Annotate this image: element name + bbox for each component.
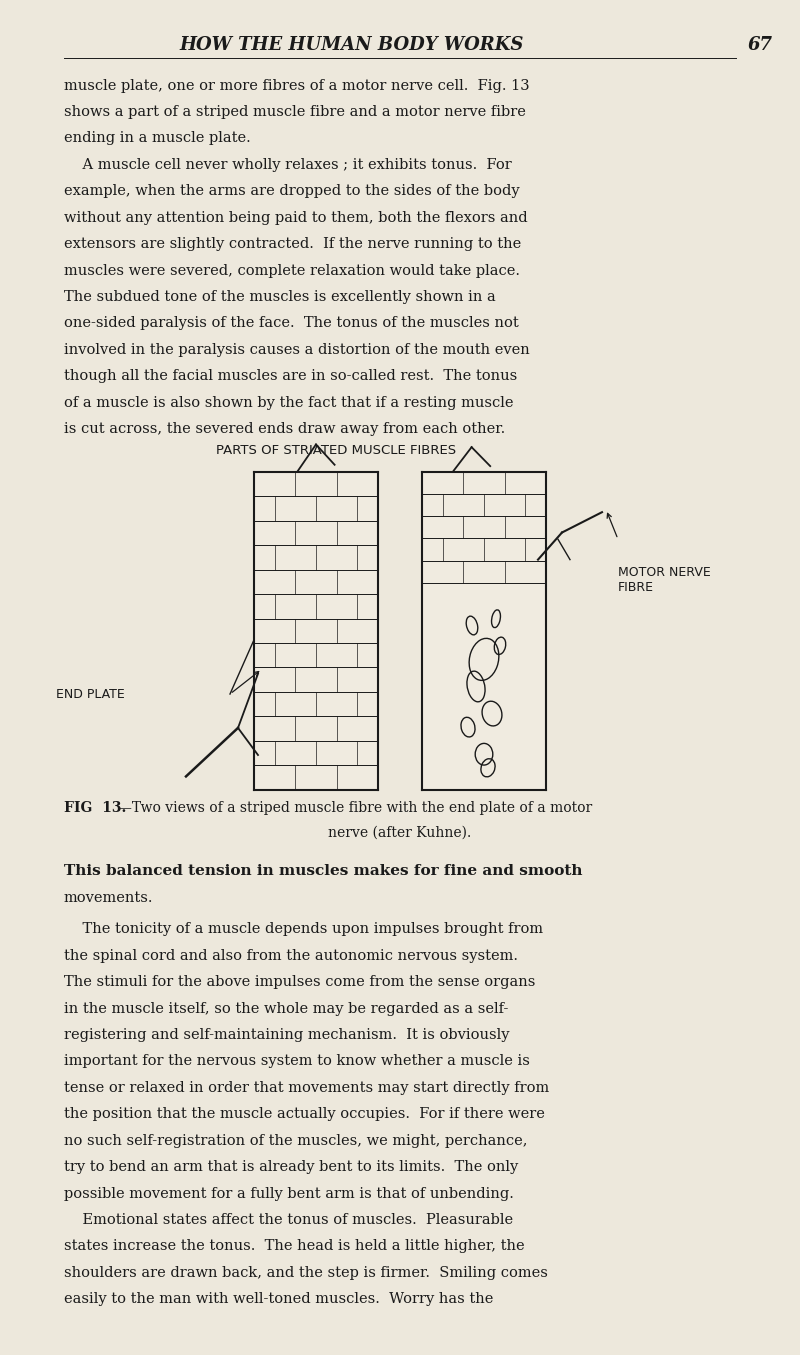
Text: FIG  13.: FIG 13. (64, 801, 126, 814)
Text: END PLATE: END PLATE (56, 687, 125, 701)
Text: extensors are slightly contracted.  If the nerve running to the: extensors are slightly contracted. If th… (64, 237, 522, 251)
Text: A muscle cell never wholly relaxes ; it exhibits tonus.  For: A muscle cell never wholly relaxes ; it … (64, 157, 512, 172)
Text: MOTOR NERVE
FIBRE: MOTOR NERVE FIBRE (618, 566, 710, 595)
Text: try to bend an arm that is already bent to its limits.  The only: try to bend an arm that is already bent … (64, 1160, 518, 1175)
Text: no such self-registration of the muscles, we might, perchance,: no such self-registration of the muscles… (64, 1134, 527, 1148)
Text: The subdued tone of the muscles is excellently shown in a: The subdued tone of the muscles is excel… (64, 290, 496, 304)
Text: easily to the man with well-toned muscles.  Worry has the: easily to the man with well-toned muscle… (64, 1293, 494, 1306)
Text: HOW THE HUMAN BODY WORKS: HOW THE HUMAN BODY WORKS (180, 35, 524, 54)
Text: This balanced tension in muscles makes for fine and smooth: This balanced tension in muscles makes f… (64, 864, 582, 878)
Text: in the muscle itself, so the whole may be regarded as a self-: in the muscle itself, so the whole may b… (64, 1001, 508, 1016)
Text: registering and self-maintaining mechanism.  It is obviously: registering and self-maintaining mechani… (64, 1028, 510, 1042)
Text: without any attention being paid to them, both the flexors and: without any attention being paid to them… (64, 210, 528, 225)
Bar (422, 472, 546, 790)
Text: movements.: movements. (64, 890, 154, 905)
Text: tense or relaxed in order that movements may start directly from: tense or relaxed in order that movements… (64, 1081, 550, 1095)
Text: the position that the muscle actually occupies.  For if there were: the position that the muscle actually oc… (64, 1107, 545, 1122)
Text: muscles were severed, complete relaxation would take place.: muscles were severed, complete relaxatio… (64, 263, 520, 278)
Text: muscle plate, one or more fibres of a motor nerve cell.  Fig. 13: muscle plate, one or more fibres of a mo… (64, 79, 530, 92)
Text: possible movement for a fully bent arm is that of unbending.: possible movement for a fully bent arm i… (64, 1187, 514, 1201)
Text: 67: 67 (747, 35, 773, 54)
Text: —Two views of a striped muscle fibre with the end plate of a motor: —Two views of a striped muscle fibre wit… (118, 801, 593, 814)
Text: the spinal cord and also from the autonomic nervous system.: the spinal cord and also from the autono… (64, 948, 518, 963)
Bar (254, 472, 378, 790)
Text: Emotional states affect the tonus of muscles.  Pleasurable: Emotional states affect the tonus of mus… (64, 1213, 513, 1228)
Text: shoulders are drawn back, and the step is firmer.  Smiling comes: shoulders are drawn back, and the step i… (64, 1266, 548, 1280)
Text: ending in a muscle plate.: ending in a muscle plate. (64, 131, 250, 145)
Text: of a muscle is also shown by the fact that if a resting muscle: of a muscle is also shown by the fact th… (64, 396, 514, 409)
Text: states increase the tonus.  The head is held a little higher, the: states increase the tonus. The head is h… (64, 1240, 525, 1253)
Text: PARTS OF STRIATED MUSCLE FIBRES: PARTS OF STRIATED MUSCLE FIBRES (216, 443, 456, 457)
Text: nerve (after Kuhne).: nerve (after Kuhne). (328, 827, 472, 840)
Text: one-sided paralysis of the face.  The tonus of the muscles not: one-sided paralysis of the face. The ton… (64, 316, 518, 331)
Text: The stimuli for the above impulses come from the sense organs: The stimuli for the above impulses come … (64, 976, 535, 989)
Text: though all the facial muscles are in so-called rest.  The tonus: though all the facial muscles are in so-… (64, 369, 518, 383)
Text: is cut across, the severed ends draw away from each other.: is cut across, the severed ends draw awa… (64, 421, 506, 436)
Text: The tonicity of a muscle depends upon impulses brought from: The tonicity of a muscle depends upon im… (64, 923, 543, 936)
Text: important for the nervous system to know whether a muscle is: important for the nervous system to know… (64, 1054, 530, 1069)
Text: shows a part of a striped muscle fibre and a motor nerve fibre: shows a part of a striped muscle fibre a… (64, 106, 526, 119)
Text: example, when the arms are dropped to the sides of the body: example, when the arms are dropped to th… (64, 184, 520, 198)
Text: involved in the paralysis causes a distortion of the mouth even: involved in the paralysis causes a disto… (64, 343, 530, 356)
